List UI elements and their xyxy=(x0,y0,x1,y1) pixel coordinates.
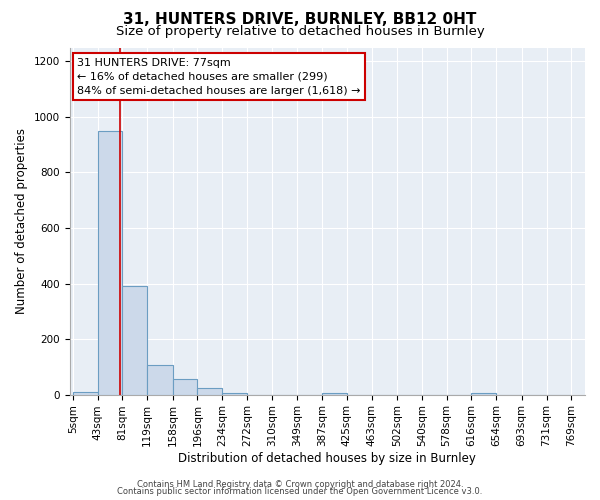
Bar xyxy=(147,366,173,394)
X-axis label: Distribution of detached houses by size in Burnley: Distribution of detached houses by size … xyxy=(178,452,476,465)
Bar xyxy=(73,392,98,394)
Y-axis label: Number of detached properties: Number of detached properties xyxy=(15,128,28,314)
Text: 31 HUNTERS DRIVE: 77sqm
← 16% of detached houses are smaller (299)
84% of semi-d: 31 HUNTERS DRIVE: 77sqm ← 16% of detache… xyxy=(77,58,361,96)
Text: Contains public sector information licensed under the Open Government Licence v3: Contains public sector information licen… xyxy=(118,487,482,496)
Bar xyxy=(122,286,147,395)
Text: 31, HUNTERS DRIVE, BURNLEY, BB12 0HT: 31, HUNTERS DRIVE, BURNLEY, BB12 0HT xyxy=(124,12,476,28)
Bar xyxy=(173,380,197,394)
Bar xyxy=(222,393,247,394)
Text: Contains HM Land Registry data © Crown copyright and database right 2024.: Contains HM Land Registry data © Crown c… xyxy=(137,480,463,489)
Bar xyxy=(322,393,347,394)
Bar xyxy=(98,131,122,394)
Bar xyxy=(197,388,222,394)
Bar xyxy=(472,393,496,394)
Text: Size of property relative to detached houses in Burnley: Size of property relative to detached ho… xyxy=(116,25,484,38)
